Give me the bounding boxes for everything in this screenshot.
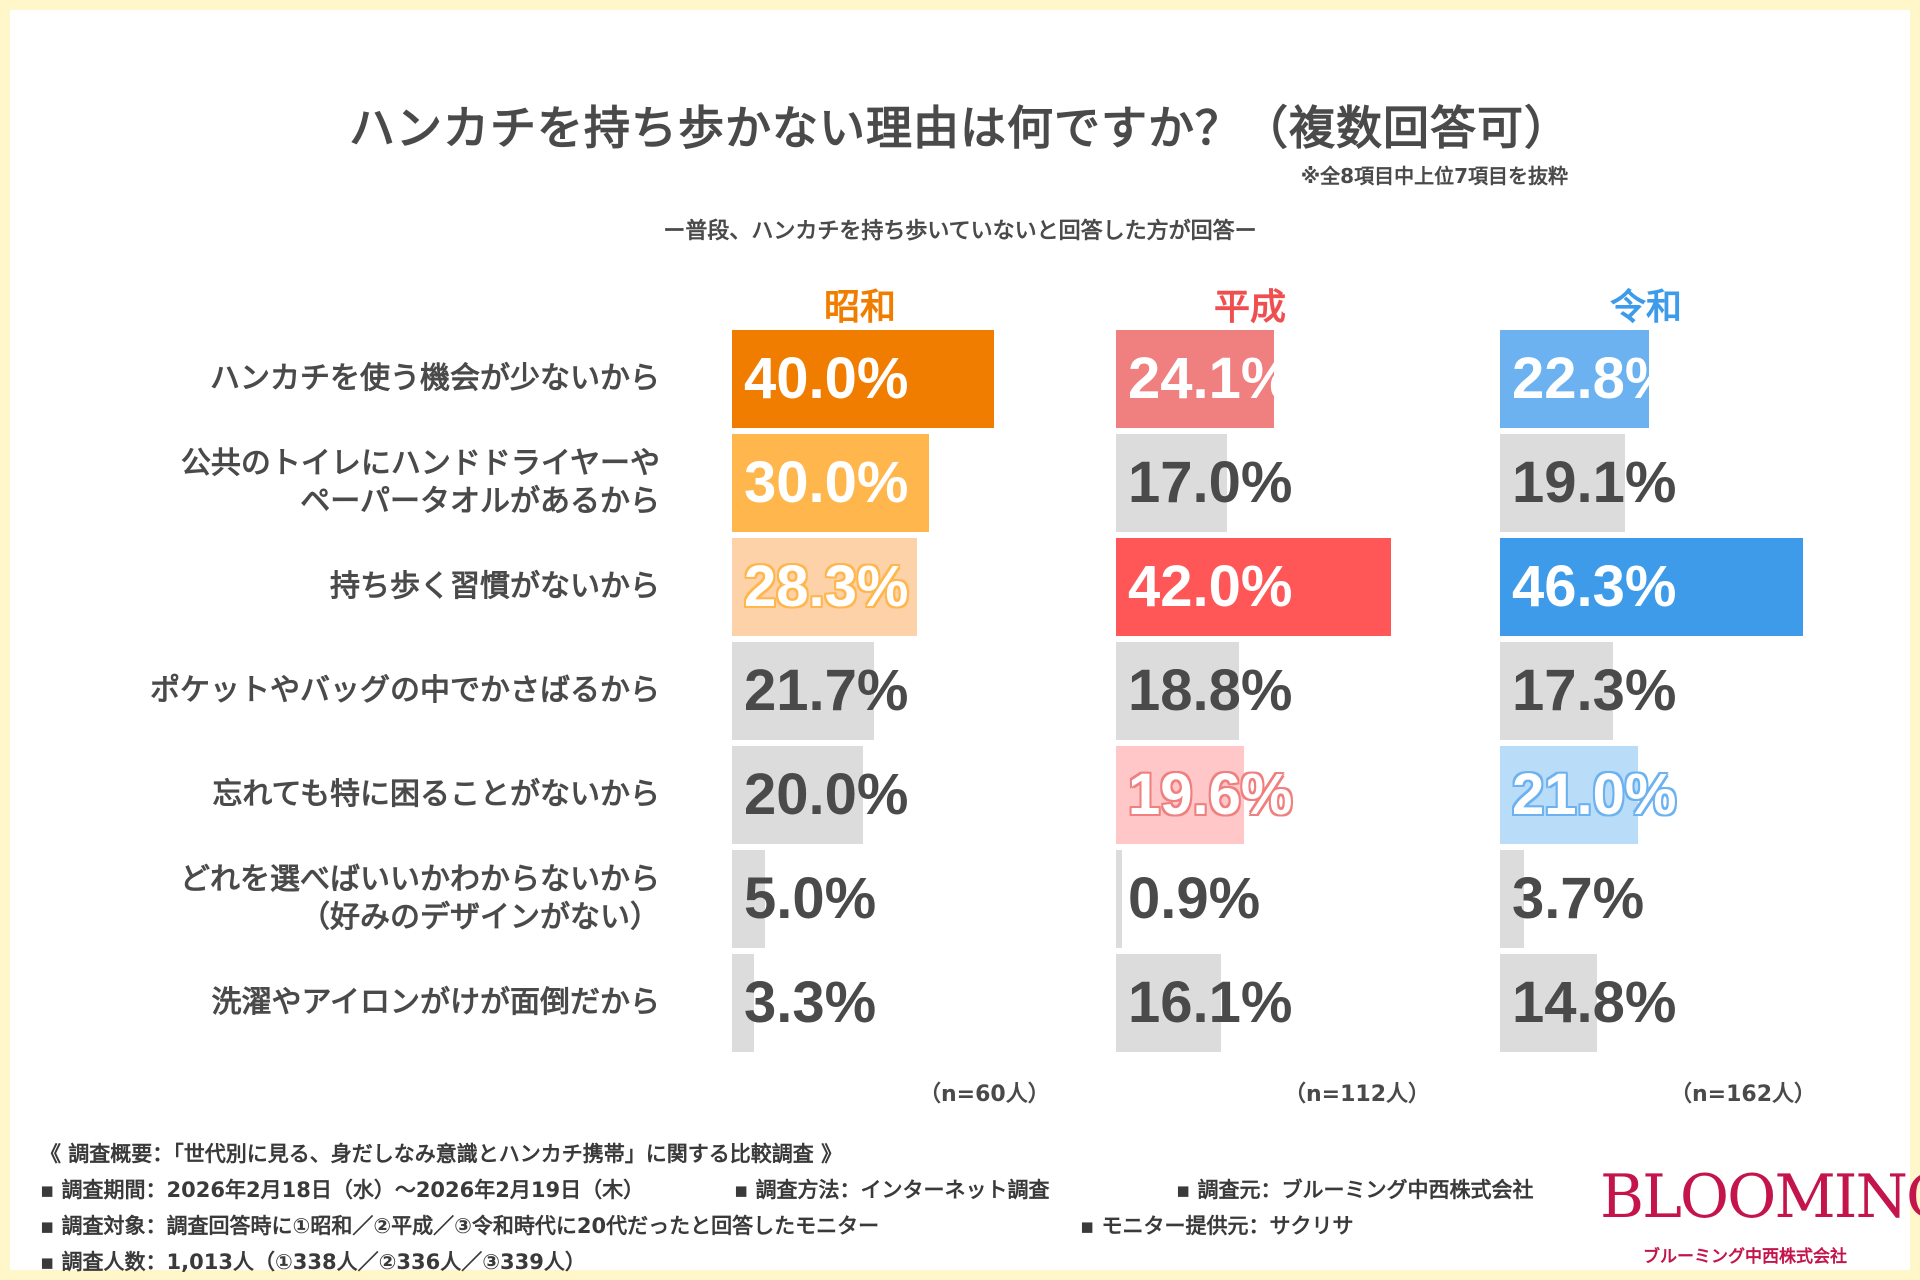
value-label: 14.8% bbox=[1512, 970, 1677, 1035]
value-label: 0.9% bbox=[1128, 866, 1261, 931]
monitor-provider: ▪ モニター提供元：サクリサ bbox=[1080, 1214, 1354, 1238]
survey-count: ▪ 調査人数：1,013人（①338人／②336人／③339人） bbox=[40, 1250, 586, 1274]
survey-source: ▪ 調査元：ブルーミング中西株式会社 bbox=[1176, 1178, 1534, 1202]
value-label: 19.1% bbox=[1512, 450, 1677, 515]
bar bbox=[1500, 538, 1804, 636]
bar bbox=[1500, 330, 1650, 428]
bar bbox=[732, 954, 754, 1052]
category-label: どれを選べばいいかわからないから （好みのデザインがない） bbox=[180, 862, 660, 935]
value-label: 3.7% bbox=[1512, 866, 1645, 931]
chart-frame: ハンカチを持ち歩かない理由は何ですか？（複数回答可） ※全8項目中上位7項目を抜… bbox=[10, 10, 1920, 1274]
bar bbox=[1500, 642, 1614, 740]
value-label: 3.3% bbox=[744, 970, 877, 1035]
value-label: 19.6% bbox=[1128, 762, 1293, 827]
value-label: 18.8% bbox=[1128, 658, 1293, 723]
bar bbox=[1116, 954, 1222, 1052]
survey-method: ▪ 調査方法：インターネット調査 bbox=[734, 1178, 1050, 1202]
value-label: 22.8% bbox=[1512, 346, 1677, 411]
value-label: 46.3% bbox=[1512, 554, 1677, 619]
value-label: 21.0% bbox=[1512, 762, 1677, 827]
logo-wordmark: BLOOMING bbox=[1600, 1162, 1920, 1232]
category-label: 持ち歩く習慣がないから bbox=[330, 569, 660, 604]
bar bbox=[1116, 642, 1240, 740]
bar-chart: ハンカチを使う機会が少ないから公共のトイレにハンドドライヤーや ペーパータオルが… bbox=[10, 10, 1910, 1110]
chart-note: ※全8項目中上位7項目を抜粋 bbox=[1300, 164, 1568, 188]
value-label: 30.0% bbox=[744, 450, 909, 515]
era-heading: 令和 bbox=[1609, 287, 1682, 328]
survey-period: ▪ 調査期間：2026年2月18日（水）～2026年2月19日（木） bbox=[40, 1178, 645, 1202]
category-label: 忘れても特に困ることがないから bbox=[212, 777, 660, 812]
category-label: ポケットやバッグの中でかさばるから bbox=[150, 673, 660, 708]
sample-size-label: （n=60人） bbox=[919, 1082, 1050, 1107]
value-label: 28.3% bbox=[744, 554, 909, 619]
sample-size-label: （n=162人） bbox=[1670, 1082, 1817, 1107]
logo-company-name: ブルーミング中西株式会社 bbox=[1643, 1247, 1847, 1267]
bar bbox=[732, 746, 863, 844]
bar bbox=[732, 642, 875, 740]
blooming-logo: BLOOMING ブルーミング中西株式会社 bbox=[1600, 1162, 1920, 1272]
category-label: ハンカチを使う機会が少ないから bbox=[210, 361, 660, 396]
survey-target: ▪ 調査対象：調査回答時に①昭和／②平成／③令和時代に20代だったと回答したモニ… bbox=[40, 1214, 880, 1238]
value-label: 21.7% bbox=[744, 658, 909, 723]
bar bbox=[1116, 850, 1122, 948]
value-label: 5.0% bbox=[744, 866, 877, 931]
value-label: 17.3% bbox=[1512, 658, 1677, 723]
bar bbox=[1116, 746, 1245, 844]
value-label: 40.0% bbox=[744, 346, 909, 411]
era-heading: 昭和 bbox=[823, 287, 896, 328]
bar bbox=[1116, 434, 1228, 532]
bar bbox=[1116, 538, 1392, 636]
era-heading: 平成 bbox=[1213, 287, 1286, 328]
bar bbox=[732, 850, 765, 948]
category-label: 洗濯やアイロンがけが面倒だから bbox=[211, 985, 661, 1020]
bar bbox=[1116, 330, 1274, 428]
bar bbox=[732, 434, 929, 532]
value-label: 20.0% bbox=[744, 762, 909, 827]
value-label: 42.0% bbox=[1128, 554, 1293, 619]
bar bbox=[732, 330, 994, 428]
bar bbox=[1500, 954, 1597, 1052]
category-label: 公共のトイレにハンドドライヤーや ペーパータオルがあるから bbox=[180, 446, 660, 519]
value-label: 17.0% bbox=[1128, 450, 1293, 515]
survey-overview: 《 調査概要：「世代別に見る、身だしなみ意識とハンカチ携帯」に関する比較調査 》 bbox=[40, 1142, 843, 1166]
chart-subtitle: ー普段、ハンカチを持ち歩いていないと回答した方が回答ー bbox=[663, 219, 1257, 244]
value-label: 24.1% bbox=[1128, 346, 1293, 411]
sample-size-label: （n=112人） bbox=[1284, 1082, 1431, 1107]
chart-title: ハンカチを持ち歩かない理由は何ですか？（複数回答可） bbox=[349, 101, 1571, 155]
bar bbox=[732, 538, 918, 636]
bar bbox=[1500, 434, 1626, 532]
value-label: 16.1% bbox=[1128, 970, 1293, 1035]
bar bbox=[1500, 746, 1638, 844]
bar bbox=[1500, 850, 1525, 948]
